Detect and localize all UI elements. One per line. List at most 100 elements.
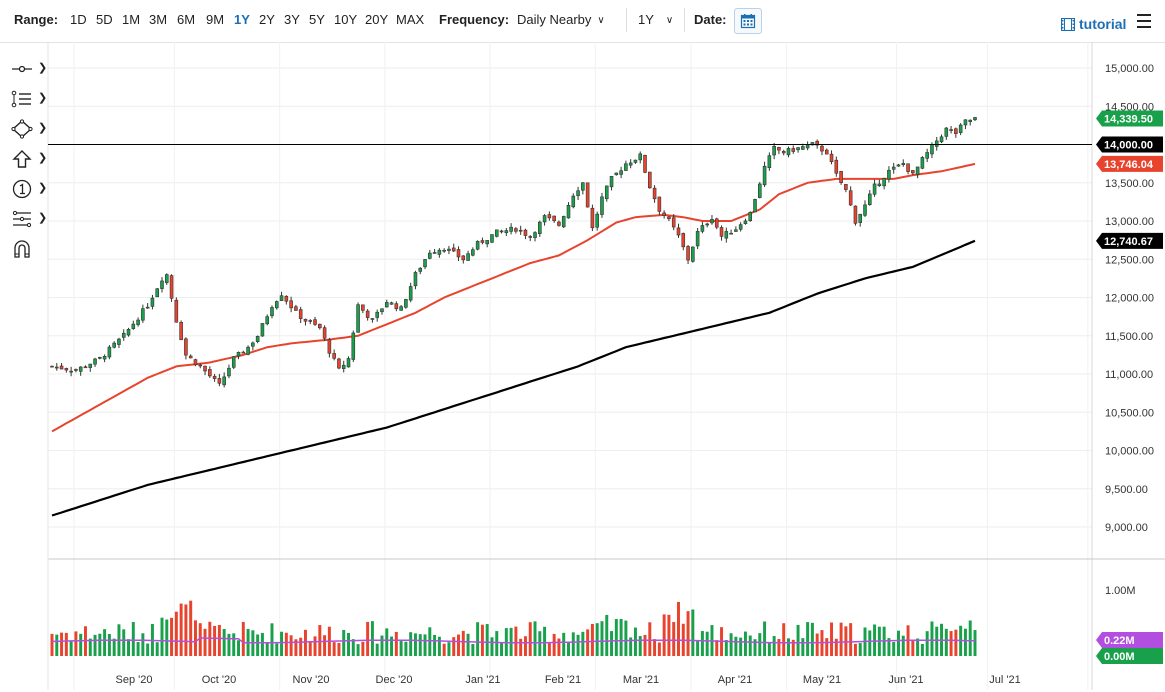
- volume-bar: [303, 629, 307, 656]
- volume-bar: [370, 621, 374, 656]
- volume-bar: [519, 638, 523, 656]
- volume-bar: [428, 627, 432, 656]
- volume-bar: [213, 625, 217, 656]
- candle-body: [791, 148, 796, 152]
- candle-body: [863, 204, 867, 216]
- range-3m[interactable]: 3M: [149, 12, 168, 27]
- candle-body: [604, 185, 609, 200]
- volume-bar: [696, 641, 700, 656]
- volume-bar: [299, 637, 303, 656]
- range-max[interactable]: MAX: [396, 12, 425, 27]
- range-1m[interactable]: 1M: [122, 12, 141, 27]
- range-20y[interactable]: 20Y: [365, 12, 389, 27]
- range-1y[interactable]: 1Y: [234, 12, 250, 27]
- crosshair-tool[interactable]: ❯: [10, 58, 50, 80]
- volume-bar: [313, 636, 317, 656]
- volume-bar: [605, 614, 609, 656]
- candle-body: [274, 301, 279, 309]
- candle-body: [648, 171, 652, 189]
- calendar-button[interactable]: [734, 8, 762, 34]
- candle-body: [872, 183, 877, 195]
- volume-bar: [98, 633, 102, 656]
- chevron-down-icon: ∨: [597, 15, 605, 26]
- price-axis: 15,000.00 14,500.00 14,000.00 13,500.00 13,0…: [1105, 63, 1154, 534]
- volume-bar: [275, 643, 279, 656]
- candle-body: [150, 297, 155, 307]
- volume-bar: [930, 621, 934, 656]
- volume-bar: [925, 631, 929, 656]
- volume-bar: [796, 624, 800, 656]
- volume-bar: [614, 619, 618, 656]
- candle-body: [585, 182, 590, 208]
- candle-body: [939, 136, 944, 143]
- range-9m[interactable]: 9M: [206, 12, 225, 27]
- volume-bar: [873, 624, 877, 656]
- candle-body: [480, 240, 485, 243]
- volume-bar: [514, 626, 518, 656]
- range-5d[interactable]: 5D: [96, 12, 113, 27]
- candle-body: [375, 311, 379, 318]
- magnet-tool[interactable]: [10, 238, 50, 260]
- volume-bar: [528, 622, 532, 656]
- period-select[interactable]: 1Y ∨: [638, 12, 673, 27]
- candle-body: [877, 183, 882, 187]
- candle-body: [748, 212, 753, 222]
- range-1d[interactable]: 1D: [70, 12, 87, 27]
- last-price-badge: 14,339.50: [1096, 110, 1163, 127]
- calendar-icon: [740, 14, 756, 29]
- volume-bar: [490, 637, 494, 656]
- candle-body: [69, 370, 73, 373]
- volume-bar: [782, 623, 786, 656]
- candle-body: [767, 155, 772, 169]
- volume-bar: [853, 643, 857, 656]
- candle-body: [542, 215, 547, 223]
- candle-body: [78, 366, 83, 372]
- time-tick-label: Dec '20: [376, 674, 413, 686]
- candle-body: [332, 353, 336, 359]
- volume-bar: [849, 623, 853, 656]
- volume-bar: [677, 601, 680, 656]
- volume-moving-average: [51, 637, 976, 644]
- frequency-select[interactable]: Daily Nearby ∨: [517, 12, 605, 27]
- candle-body: [370, 318, 375, 320]
- candle-body: [160, 280, 164, 289]
- volume-bar: [476, 622, 480, 656]
- shape-tools[interactable]: ❯: [10, 118, 50, 140]
- candle-body: [179, 322, 183, 341]
- range-5y[interactable]: 5Y: [309, 12, 325, 27]
- volume-bar: [973, 630, 977, 656]
- price-chart[interactable]: 15,000.00 14,500.00 14,000.00 13,500.00 13,0…: [0, 42, 1165, 692]
- range-3y[interactable]: 3Y: [284, 12, 300, 27]
- annotation-tools[interactable]: ❯: [10, 178, 50, 200]
- tutorial-link[interactable]: tutorial: [1061, 16, 1126, 32]
- volume-bar: [318, 625, 322, 656]
- period-value: 1Y: [638, 12, 654, 27]
- fibonacci-tools[interactable]: ❯: [10, 208, 50, 230]
- volume-bar: [170, 617, 174, 656]
- candle-body: [270, 307, 274, 317]
- volume-bar: [480, 624, 484, 656]
- candle-body: [676, 227, 681, 236]
- range-10y[interactable]: 10Y: [334, 12, 358, 27]
- candle-body: [121, 332, 126, 338]
- range-2y[interactable]: 2Y: [259, 12, 275, 27]
- candle-body: [729, 232, 733, 235]
- candle-body: [973, 117, 977, 121]
- line-tools[interactable]: ❯: [10, 88, 50, 110]
- range-6m[interactable]: 6M: [177, 12, 196, 27]
- volume-bar: [763, 621, 767, 656]
- candle-body: [294, 306, 298, 311]
- candle-body: [949, 129, 953, 131]
- date-label: Date:: [694, 12, 727, 27]
- arrow-tools[interactable]: ❯: [10, 148, 50, 170]
- volume-bar: [538, 631, 542, 656]
- volume-bar: [294, 639, 298, 656]
- horizontal-line-label: 14,000.00: [1104, 140, 1153, 152]
- hamburger-menu-icon[interactable]: [1137, 14, 1151, 28]
- volume-bar: [791, 639, 795, 656]
- volume-bar: [916, 638, 920, 656]
- candle-body: [839, 171, 843, 183]
- candle-body: [408, 286, 413, 301]
- candle-body: [724, 231, 729, 239]
- volume-bar: [60, 632, 64, 656]
